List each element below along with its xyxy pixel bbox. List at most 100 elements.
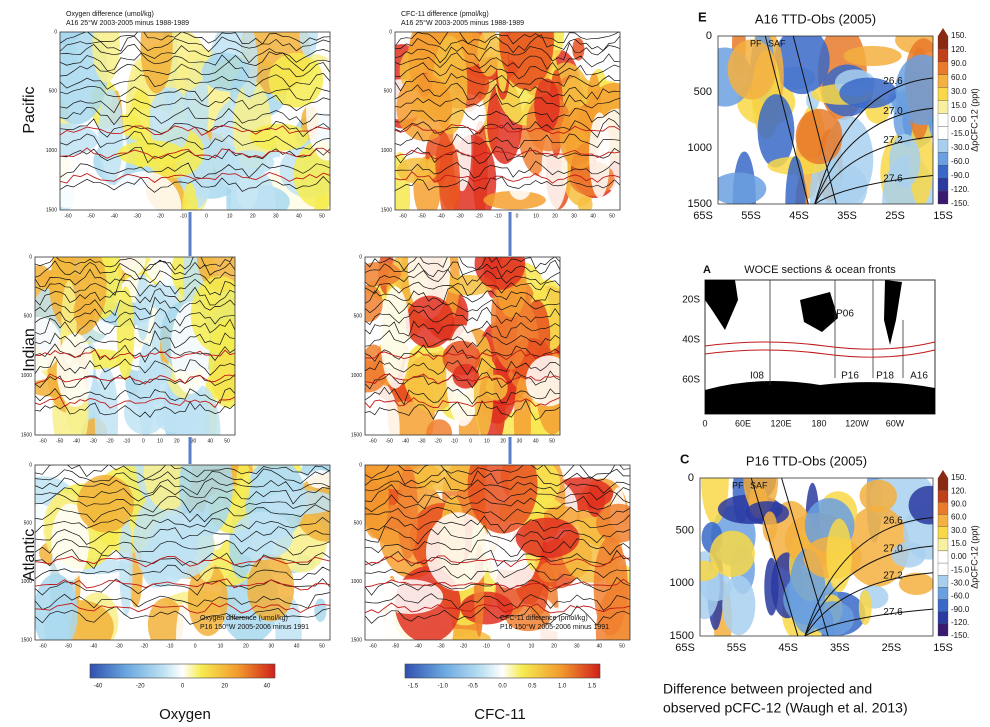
contour-label: 27.6 [883,173,903,184]
x-tick-label: -60 [369,438,376,444]
land [705,280,738,330]
colorbar-label: 90.0 [951,59,967,68]
contour [764,35,809,205]
y-tick-label: 0 [359,462,362,468]
x-tick-label: 0 [469,438,472,444]
contour [60,147,330,159]
field-patch [365,465,389,539]
colorbar-label: -1.0 [438,684,449,690]
field-patch [414,465,482,492]
x-tick-label: 55S [741,210,761,222]
contour [365,257,560,271]
x-tick-label: 30 [191,438,197,444]
land [705,381,935,414]
x-tick-label: 40 [533,438,539,444]
plot-field [365,257,560,435]
colorbar-label: -120. [951,618,969,627]
contour [781,477,829,637]
row-label: Indian [21,328,38,372]
colorbar-cell [937,623,949,637]
plot-frame [34,464,331,641]
plot-field [365,465,630,640]
field-patch [895,54,933,126]
colorbar-label: -60.0 [951,592,970,601]
x-tick-label: -40 [111,213,118,219]
field-patch [477,32,500,77]
x-tick-label: 65S [693,210,713,222]
field-patch [119,515,133,617]
contour [60,131,330,150]
panel-title: A16 TTD-Obs (2005) [755,11,876,26]
field-patch [136,273,150,342]
x-tick-label: -10 [123,438,130,444]
x-tick-label: 25S [885,210,905,222]
colorbar-label: -30.0 [951,143,970,152]
contour [60,73,330,90]
field-patch [396,157,438,184]
front [704,349,936,358]
colorbar-cell [937,113,949,127]
contour [35,592,330,611]
x-tick-label: 20 [552,213,558,219]
contour [750,477,799,637]
x-tick-label: 30 [571,213,577,219]
x-tick-label: 10 [529,643,535,649]
front-label: PF [732,480,744,490]
field-patch [56,333,94,408]
contour [35,465,330,480]
field-patch [538,606,593,633]
contour [60,172,330,184]
field-patch [757,94,795,168]
colorbar-label: -90.0 [951,171,970,180]
colorbar-label: -40 [94,684,103,690]
y-tick-label: 1500 [351,637,362,643]
field-patch [505,604,551,632]
field-patch [98,88,124,185]
field-patch [435,141,447,187]
field-patch [94,367,119,435]
contour [35,343,235,363]
colorbar-cell [937,538,949,552]
x-tick-label: -10 [483,643,490,649]
contour [365,514,630,534]
x-tick-label: 45S [778,642,798,654]
y-tick-label: 1500 [351,432,362,438]
section-label: A16 [910,371,928,382]
x-tick-label: -10 [451,438,458,444]
contour [395,146,620,165]
field-patch [839,77,898,109]
contour [35,468,330,485]
x-tick-label: 30 [517,438,523,444]
contour [395,52,620,71]
y-tick-label: 40S [682,335,700,346]
x-tick-label: 20 [551,643,557,649]
contour [35,504,330,523]
colorbar-cell [937,587,949,600]
x-tick-label: -50 [392,643,399,649]
y-tick-label: 1500 [381,207,392,213]
plot-field [35,257,235,435]
x-tick-label: 60E [735,418,751,428]
field-patch [117,140,185,167]
x-tick-label: 0 [702,418,707,428]
contour-label: 27.0 [883,544,903,555]
field-patch [60,32,80,46]
field-patch [299,32,318,58]
field-patch [898,572,933,595]
colorbar-label: 20 [221,684,228,690]
land [884,280,902,345]
contour [35,526,330,545]
contour [395,149,620,160]
field-patch [179,385,221,435]
y-tick-label: 500 [676,525,694,537]
x-tick-label: 20 [243,643,249,649]
field-patch [826,518,852,593]
contour [35,349,235,361]
y-tick-label: 500 [354,521,363,527]
field-patch [908,485,933,525]
field-patch [147,597,184,640]
contour [365,468,630,487]
x-tick-label: -40 [437,213,444,219]
section-label: P18 [876,371,894,382]
x-tick-label: -50 [418,213,425,219]
